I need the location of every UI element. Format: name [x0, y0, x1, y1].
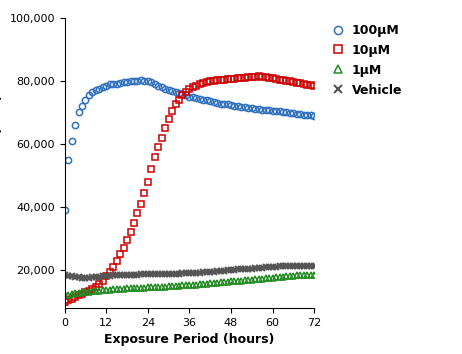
- Vehicle: [311, 264, 317, 268]
- Vehicle: [83, 276, 88, 280]
- Vehicle: [280, 264, 286, 268]
- Vehicle: [291, 264, 296, 268]
- Vehicle: [62, 273, 67, 277]
- Vehicle: [273, 264, 279, 269]
- 100μM: [149, 80, 154, 85]
- 10μM: [62, 299, 67, 304]
- 100μM: [62, 208, 67, 212]
- Line: 10μM: 10μM: [62, 74, 317, 304]
- Vehicle: [294, 264, 300, 268]
- Vehicle: [121, 273, 127, 277]
- Vehicle: [190, 271, 196, 275]
- 100μM: [291, 111, 296, 115]
- 100μM: [273, 109, 279, 113]
- 100μM: [280, 110, 286, 114]
- 1μM: [277, 275, 282, 279]
- 100μM: [117, 81, 123, 85]
- 100μM: [190, 95, 196, 99]
- 1μM: [301, 273, 307, 277]
- 1μM: [187, 283, 192, 287]
- 10μM: [117, 252, 123, 256]
- 1μM: [62, 293, 67, 297]
- Vehicle: [149, 272, 154, 276]
- 10μM: [256, 74, 261, 79]
- 1μM: [311, 273, 317, 277]
- Line: 100μM: 100μM: [61, 77, 317, 213]
- Line: 1μM: 1μM: [61, 272, 317, 298]
- 1μM: [270, 275, 275, 280]
- 10μM: [145, 179, 151, 184]
- Legend: 100μM, 10μM, 1μM, Vehicle: 100μM, 10μM, 1μM, Vehicle: [330, 24, 402, 97]
- 10μM: [280, 78, 286, 82]
- 10μM: [273, 77, 279, 81]
- Y-axis label: Fluorescence (RFU): Fluorescence (RFU): [0, 95, 4, 231]
- 1μM: [287, 274, 293, 278]
- X-axis label: Exposure Period (hours): Exposure Period (hours): [104, 333, 274, 346]
- 1μM: [145, 285, 151, 290]
- 1μM: [117, 287, 123, 291]
- 100μM: [138, 78, 144, 82]
- 10μM: [311, 84, 317, 88]
- 10μM: [187, 87, 192, 91]
- Line: Vehicle: Vehicle: [61, 263, 317, 281]
- 100μM: [311, 113, 317, 118]
- 10μM: [291, 80, 296, 84]
